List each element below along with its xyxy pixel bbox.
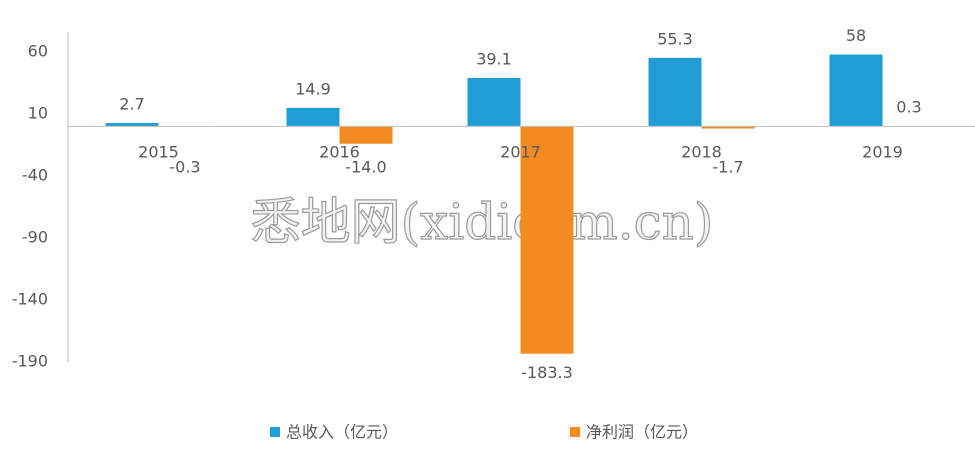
y-tick-label: 60	[28, 42, 48, 61]
y-tick-label: -140	[12, 290, 48, 309]
data-label: 14.9	[295, 79, 331, 98]
data-label: 0.3	[896, 98, 921, 117]
bar	[520, 126, 574, 354]
y-tick-label: -190	[12, 352, 48, 371]
x-tick-label: 2015	[138, 143, 179, 162]
data-label: -14.0	[345, 158, 386, 177]
bar	[286, 107, 340, 127]
legend-label: 净利润（亿元）	[586, 423, 698, 442]
bar	[467, 77, 521, 127]
x-tick-label: 2017	[500, 143, 541, 162]
legend-swatch	[570, 427, 580, 437]
y-tick-label: -40	[22, 166, 48, 185]
bar	[648, 57, 702, 127]
legend-label: 总收入（亿元）	[286, 423, 398, 442]
x-tick-label: 2016	[319, 143, 360, 162]
bar	[105, 123, 159, 127]
legend-swatch	[270, 427, 280, 437]
y-tick-label: 10	[28, 104, 48, 123]
watermark: 悉地网(xidicom.cn)	[251, 193, 714, 251]
data-label: 39.1	[476, 49, 512, 68]
data-label: 2.7	[119, 95, 144, 114]
data-label: 55.3	[657, 29, 693, 48]
data-label: 58	[846, 26, 866, 45]
data-label: -183.3	[521, 363, 573, 382]
bar	[339, 126, 393, 144]
bar	[829, 54, 883, 127]
x-tick-label: 2018	[681, 143, 722, 162]
data-label: -1.7	[712, 158, 743, 177]
y-tick-label: -90	[22, 228, 48, 247]
data-label: -0.3	[169, 158, 200, 177]
bar	[701, 126, 755, 129]
x-tick-label: 2019	[862, 143, 903, 162]
